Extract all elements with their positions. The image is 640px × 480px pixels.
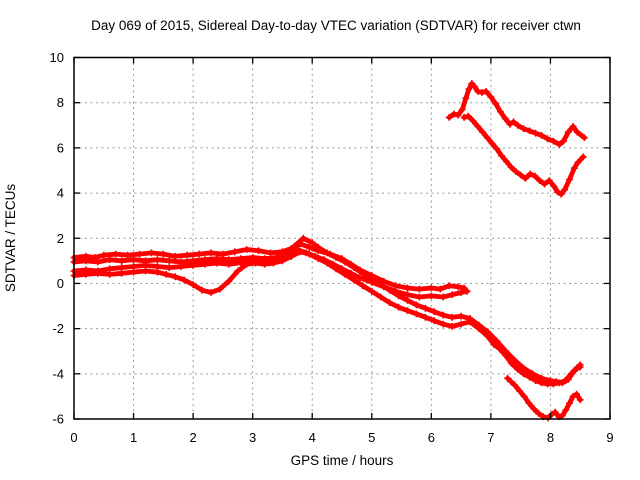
y-tick-label: 6: [57, 140, 64, 155]
chart-title: Day 069 of 2015, Sidereal Day-to-day VTE…: [91, 18, 581, 33]
y-tick-label: 10: [50, 50, 64, 65]
x-tick-label: 3: [249, 430, 256, 445]
series-trace-4-line: [71, 249, 583, 387]
x-tick-label: 4: [309, 430, 316, 445]
series-trace-2-line: [446, 81, 587, 147]
x-tick-label: 1: [130, 430, 137, 445]
x-tick-label: 5: [368, 430, 375, 445]
y-tick-label: 0: [57, 276, 64, 291]
y-tick-label: 4: [57, 186, 64, 201]
y-axis-label: SDTVAR / TECUs: [3, 184, 18, 293]
plot-area: 0 1 2 3 4 5 6 7 8 9 -6 -4 -2 0 2 4 6 8 10: [50, 50, 614, 445]
x-tick-label: 7: [487, 430, 494, 445]
series-trace-3-markers: [460, 112, 587, 198]
x-tick-label: 6: [428, 430, 435, 445]
x-tick-label: 9: [606, 430, 613, 445]
y-tick-label: 8: [57, 95, 64, 110]
y-tick-label: -6: [52, 412, 64, 427]
y-tick-label: -2: [52, 321, 64, 336]
plot-border: [73, 56, 611, 420]
series-trace-5-markers: [504, 374, 584, 422]
series-trace-2-markers: [445, 80, 588, 148]
y-tick-label: -4: [52, 366, 64, 381]
x-tick-label: 2: [189, 430, 196, 445]
x-axis-label: GPS time / hours: [291, 453, 394, 468]
series-trace-1-markers: [70, 234, 584, 387]
y-tick-label: 2: [57, 231, 64, 246]
x-tick-label: 8: [547, 430, 554, 445]
x-tick-label: 0: [70, 430, 77, 445]
